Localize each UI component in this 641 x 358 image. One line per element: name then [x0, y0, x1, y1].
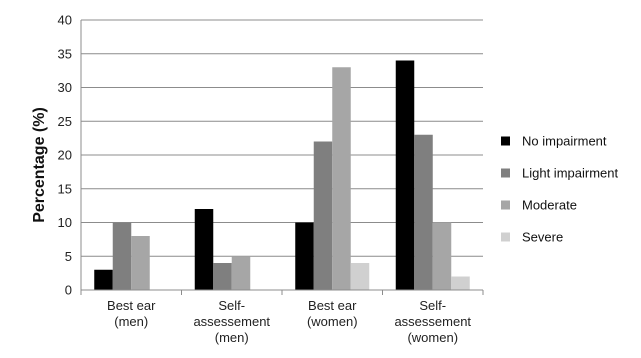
x-axis-categories: Best ear (men) Self-assessement (men) Best e… [107, 298, 471, 345]
x-category-label: Best ear (women) [307, 298, 358, 329]
y-tick-label: 20 [58, 148, 72, 163]
x-category-label: Self-assessement (women) [394, 298, 471, 345]
bar-no-impairment [194, 209, 214, 290]
bar-no-impairment [395, 60, 415, 290]
x-category-label: Self-assessement (men) [193, 298, 270, 345]
bar-moderate [332, 67, 351, 290]
bar-moderate [231, 256, 251, 290]
bar-moderate [432, 222, 452, 290]
y-tick-label: 15 [58, 181, 72, 196]
legend-swatch [501, 136, 510, 146]
y-tick-label: 25 [58, 114, 72, 129]
y-tick-label: 40 [58, 13, 72, 28]
bar-light-impairment [414, 134, 433, 290]
grid-lines [81, 19, 483, 257]
bar-no-impairment [94, 269, 113, 290]
bar-severe [451, 276, 470, 290]
legend: No impairment Light impairment Moderate Sev… [501, 134, 618, 245]
y-axis-label: Percentage (%) [31, 107, 48, 223]
bar-light-impairment [112, 222, 132, 290]
bars [94, 60, 470, 290]
legend-swatch [501, 232, 510, 242]
x-category-label: Best ear (men) [107, 298, 156, 329]
y-tick-label: 0 [65, 283, 72, 298]
y-tick-label: 5 [65, 249, 72, 264]
legend-label: No impairment [522, 134, 607, 149]
legend-label: Moderate [522, 198, 577, 213]
legend-label: Light impairment [522, 166, 618, 181]
legend-label: Severe [522, 230, 563, 245]
legend-swatch [501, 168, 510, 178]
bar-light-impairment [213, 263, 232, 290]
legend-swatch [501, 200, 510, 210]
bar-moderate [131, 236, 150, 290]
axes [80, 20, 484, 295]
bar-light-impairment [313, 141, 333, 290]
bar-no-impairment [295, 222, 314, 290]
y-tick-label: 30 [58, 80, 72, 95]
y-tick-label: 35 [58, 46, 72, 61]
y-tick-label: 10 [58, 215, 72, 230]
y-axis-ticks: 0 5 10 15 20 25 30 35 40 [58, 13, 72, 298]
bar-severe [350, 263, 370, 290]
